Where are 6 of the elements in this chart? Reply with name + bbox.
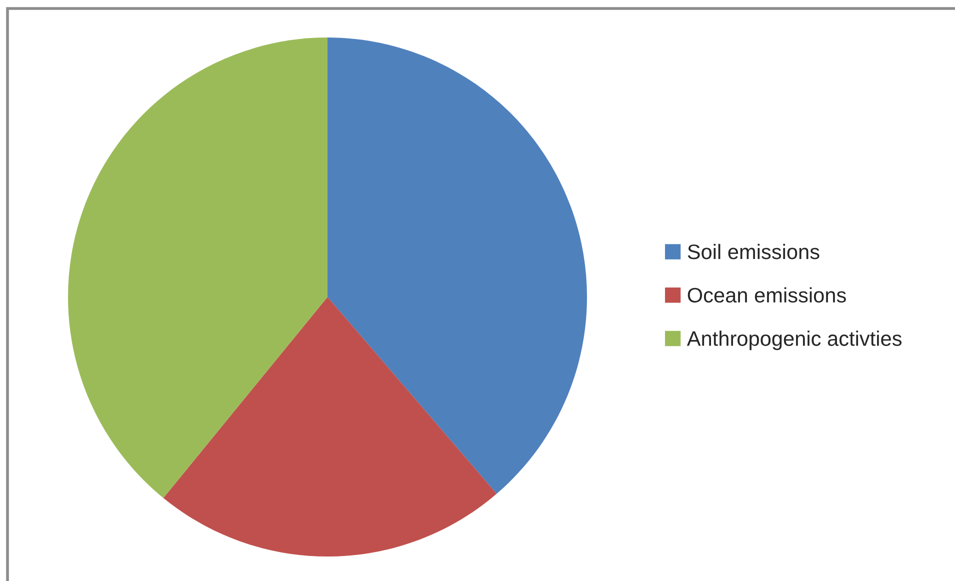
legend-label: Soil emissions — [688, 244, 820, 260]
pie-slice — [328, 38, 587, 494]
pie-slice — [163, 297, 497, 556]
legend-label: Anthropogenic activties — [686, 330, 902, 350]
pie-slice — [68, 38, 328, 498]
legend-label: Ocean emissions — [688, 287, 846, 303]
